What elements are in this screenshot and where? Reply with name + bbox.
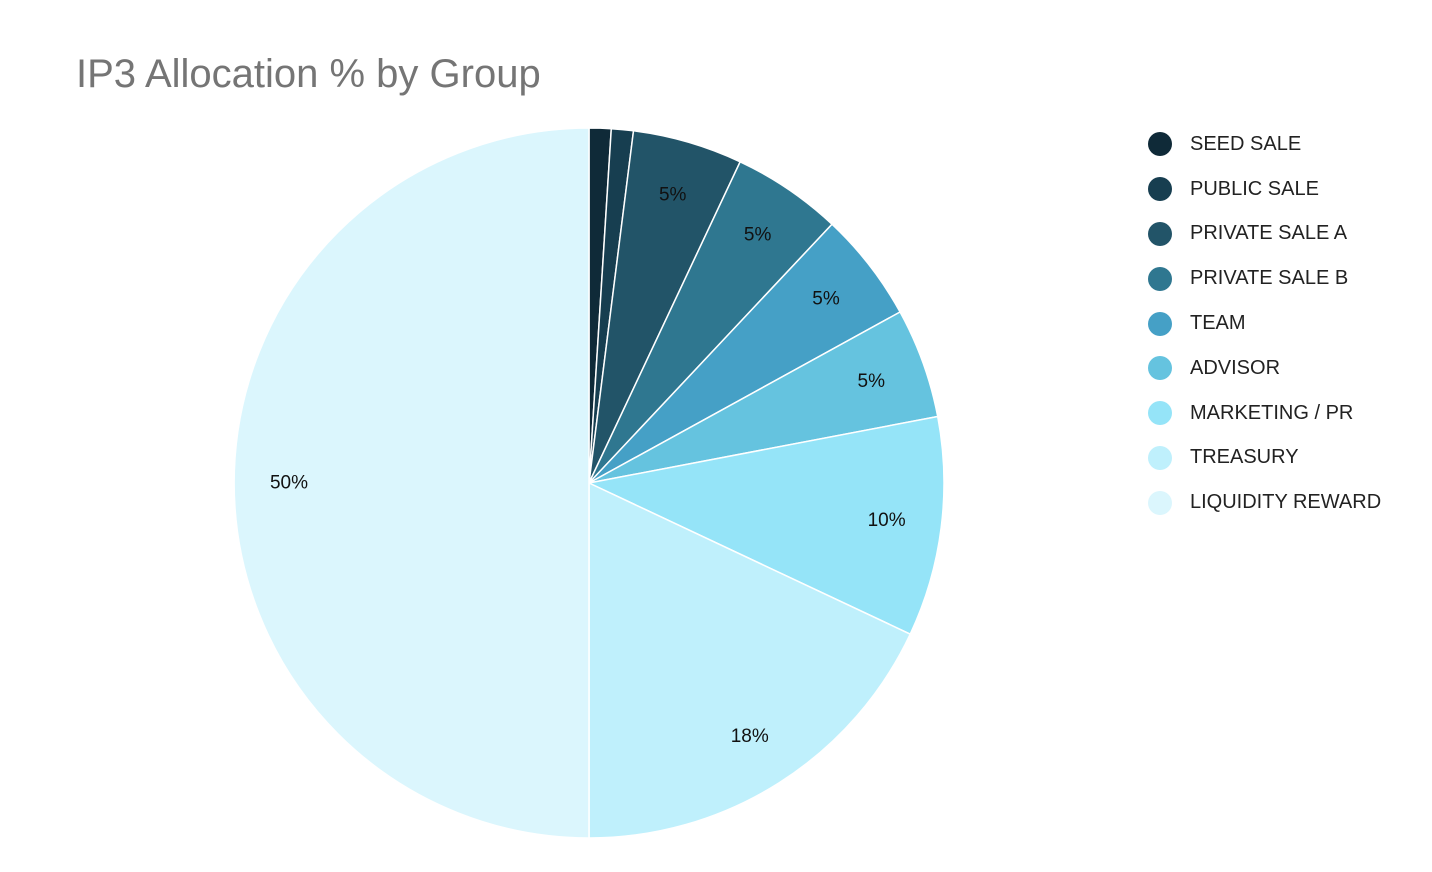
legend-item-advisor[interactable]: ADVISOR: [1148, 346, 1381, 391]
slice-label-liquidity-reward: 50%: [270, 473, 308, 494]
legend-swatch-icon: [1148, 401, 1172, 426]
legend-item-private-sale-a[interactable]: PRIVATE SALE A: [1148, 212, 1381, 257]
legend-item-seed-sale[interactable]: SEED SALE: [1148, 122, 1381, 167]
slice-label-treasury: 18%: [731, 726, 769, 747]
legend-label: ADVISOR: [1190, 356, 1281, 379]
slice-label-team: 5%: [812, 289, 840, 310]
slice-label-private-sale-a: 5%: [659, 184, 687, 205]
legend-label: LIQUIDITY REWARD: [1190, 491, 1382, 514]
legend-label: PRIVATE SALE B: [1190, 267, 1349, 290]
legend-item-team[interactable]: TEAM: [1148, 301, 1381, 346]
legend-label: PUBLIC SALE: [1190, 177, 1319, 200]
legend-label: PRIVATE SALE A: [1190, 222, 1348, 245]
legend-swatch-icon: [1148, 221, 1172, 246]
legend-item-marketing-pr[interactable]: MARKETING / PR: [1148, 391, 1381, 436]
slice-label-private-sale-b: 5%: [744, 224, 772, 245]
legend-label: SEED SALE: [1190, 132, 1302, 155]
pie-slice-marketing-pr: [586, 415, 945, 636]
legend-item-liquidity-reward[interactable]: LIQUIDITY REWARD: [1148, 480, 1381, 525]
chart-legend: SEED SALE PUBLIC SALE PRIVATE SALE A PRIVAT…: [1148, 122, 1381, 525]
legend-label: TREASURY: [1190, 446, 1299, 469]
legend-swatch-icon: [1148, 266, 1172, 291]
legend-swatch-icon: [1148, 490, 1172, 515]
legend-item-public-sale[interactable]: PUBLIC SALE: [1148, 167, 1381, 212]
legend-label: MARKETING / PR: [1190, 401, 1354, 424]
legend-label: TEAM: [1190, 312, 1246, 335]
pie-slice-liquidity-reward: [233, 127, 590, 839]
pie-slice-treasury: [588, 481, 912, 839]
legend-item-treasury[interactable]: TREASURY: [1148, 436, 1381, 481]
slice-label-advisor: 5%: [858, 371, 886, 392]
legend-swatch-icon: [1148, 445, 1172, 470]
pie-slices: [233, 127, 945, 839]
chart-title: IP3 Allocation % by Group: [76, 52, 541, 96]
legend-item-private-sale-b[interactable]: PRIVATE SALE B: [1148, 256, 1381, 301]
legend-swatch-icon: [1148, 132, 1172, 157]
pie-slice-labels: 5% 5% 5% 5% 10% 18% 50%: [270, 184, 906, 746]
legend-swatch-icon: [1148, 177, 1172, 202]
slice-label-marketing-pr: 10%: [868, 510, 906, 531]
legend-swatch-icon: [1148, 356, 1172, 381]
legend-swatch-icon: [1148, 311, 1172, 336]
